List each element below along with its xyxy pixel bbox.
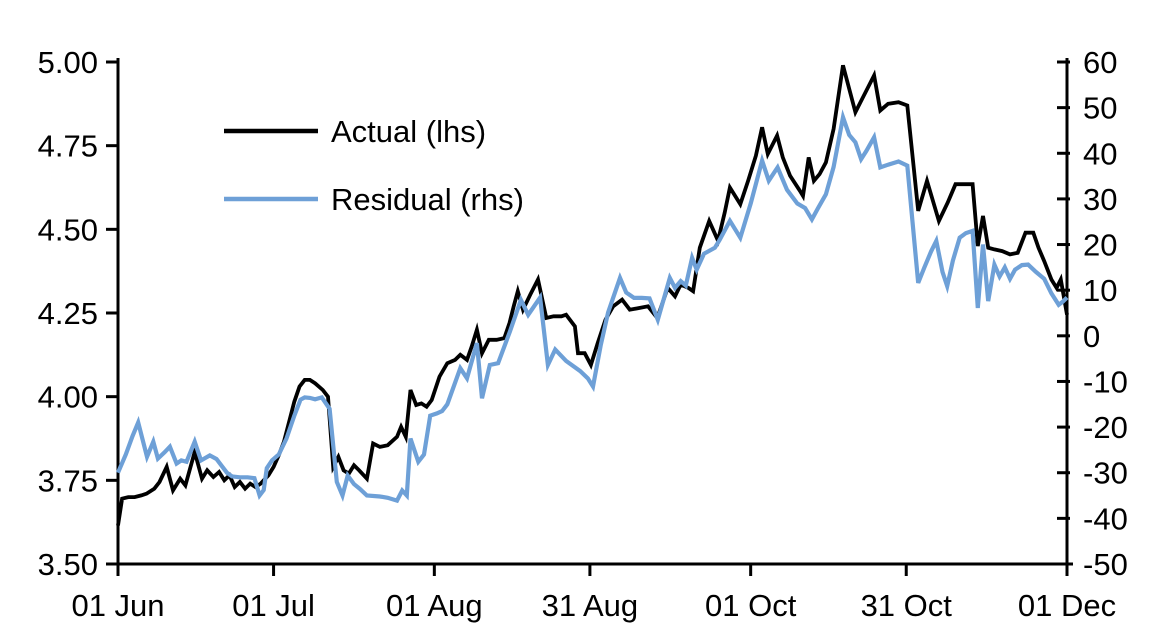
legend-entry-residual: Residual (rhs): [224, 182, 524, 217]
x-tick-label: 01 Dec: [1018, 588, 1116, 623]
left-tick-label: 4.00: [38, 380, 98, 415]
right-tick-label: 10: [1083, 273, 1117, 308]
series-line-actual: [116, 64, 1069, 526]
left-tick-label: 3.50: [38, 547, 98, 582]
right-tick-label: -10: [1083, 364, 1128, 399]
legend-label-actual: Actual (lhs): [331, 114, 486, 149]
x-tick-label: 01 Aug: [386, 588, 483, 623]
left-tick-label: 3.75: [38, 463, 98, 498]
x-tick-label: 31 Aug: [542, 588, 639, 623]
right-tick-label: 60: [1083, 45, 1117, 80]
right-tick-label: -40: [1083, 501, 1128, 536]
plot-layer: 5.00 4.75 4.50 4.25 4.00 3.75 3.50 60 50 40 30 20 10…: [38, 45, 1128, 623]
legend-entry-actual: Actual (lhs): [224, 114, 486, 149]
left-tick-label: 4.75: [38, 129, 98, 164]
x-tick-label: 01 Jun: [71, 588, 164, 623]
x-tick-label: 01 Jul: [232, 588, 315, 623]
left-tick-label: 4.50: [38, 212, 98, 247]
right-tick-label: 50: [1083, 91, 1117, 126]
left-tick-label: 5.00: [38, 45, 98, 80]
left-tick-label: 4.25: [38, 296, 98, 331]
right-tick-label: 40: [1083, 136, 1117, 171]
x-tick-label: 01 Oct: [705, 588, 797, 623]
legend-label-residual: Residual (rhs): [331, 182, 524, 217]
right-tick-label: -20: [1083, 410, 1128, 445]
right-tick-label: 30: [1083, 182, 1117, 217]
series-line-residual: [116, 109, 1069, 504]
legend: Actual (lhs) Residual (rhs): [224, 114, 524, 217]
right-tick-label: 0: [1083, 319, 1100, 354]
right-tick-label: -30: [1083, 456, 1128, 491]
x-tick-label: 31 Oct: [861, 588, 953, 623]
right-tick-label: -50: [1083, 547, 1128, 582]
right-tick-label: 20: [1083, 228, 1117, 263]
